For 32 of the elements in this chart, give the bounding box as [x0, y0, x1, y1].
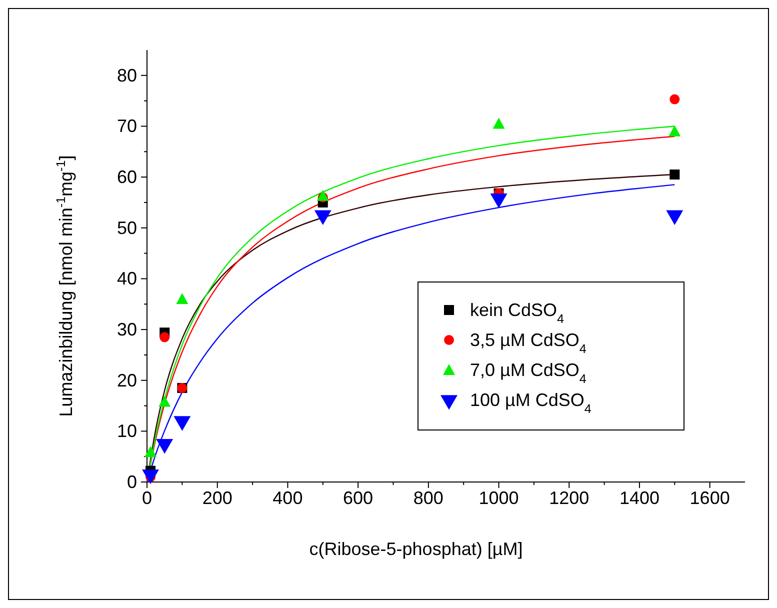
legend-label: kein CdSO$_{4}$	[470, 300, 564, 326]
point	[176, 293, 188, 304]
point	[160, 332, 170, 342]
x-tick-label: 1400	[619, 488, 660, 508]
x-tick-label: 800	[413, 488, 444, 508]
x-tick-label: 600	[343, 488, 374, 508]
x-tick-label: 1600	[690, 488, 730, 508]
x-tick-label: 0	[142, 488, 152, 508]
point	[492, 118, 505, 129]
point	[670, 170, 680, 180]
x-tick-label: 200	[202, 488, 232, 508]
point	[316, 190, 329, 201]
point	[668, 125, 681, 136]
y-tick-label: 20	[116, 370, 137, 390]
point	[158, 396, 171, 407]
point	[144, 446, 157, 458]
x-axis-title: c(Ribose-5-phosphat) [µM]	[309, 539, 523, 559]
legend-label: 100 µM CdSO$_{4}$	[470, 390, 592, 416]
y-tick-label: 30	[116, 320, 137, 340]
x-tick-label: 1200	[549, 488, 590, 508]
y-tick-label: 40	[116, 268, 137, 289]
y-tick-label: 10	[116, 421, 137, 442]
y-tick-label: 60	[116, 167, 137, 188]
point	[670, 94, 680, 104]
x-tick-label: 1000	[478, 488, 519, 508]
y-tick-label: 80	[116, 65, 137, 86]
y-tick-label: 0	[126, 472, 137, 492]
legend-label: 7,0 µM CdSO$_{4}$	[470, 360, 586, 386]
legend-label: 3,5 µM CdSO$_{4}$	[470, 330, 586, 356]
y-tick-label: 70	[116, 116, 137, 136]
y-tick-label: 50	[116, 218, 137, 238]
x-tick-label: 400	[272, 488, 303, 508]
